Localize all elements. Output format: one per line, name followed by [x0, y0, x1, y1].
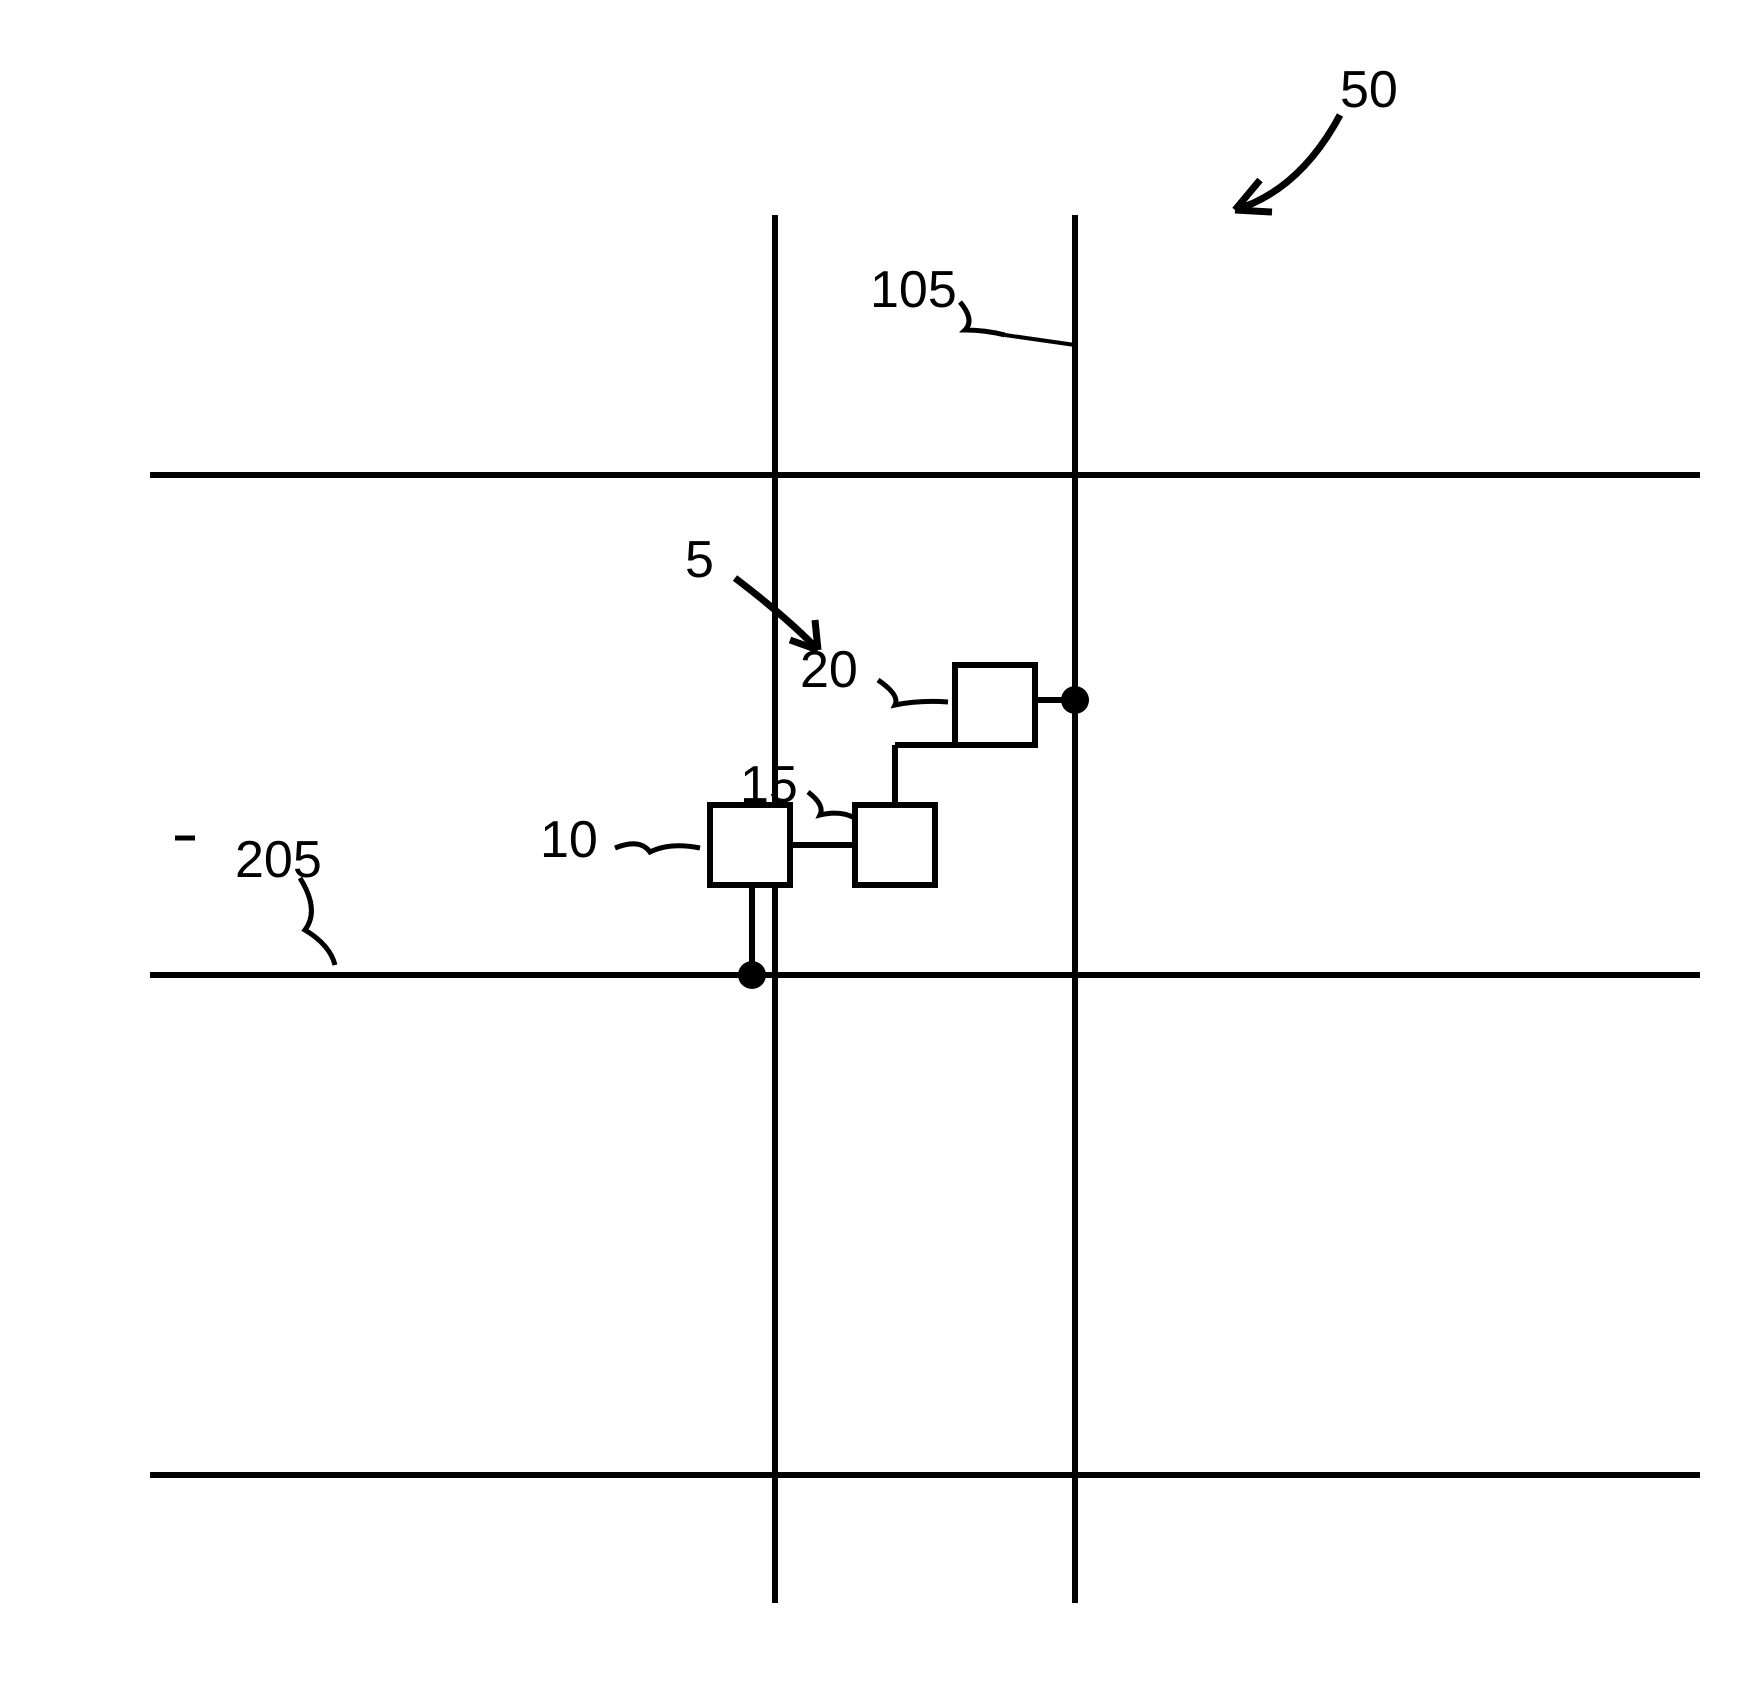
dot-right: [1061, 686, 1089, 714]
box-15: [855, 805, 935, 885]
leader-lines: [300, 115, 1340, 965]
label-10: 10: [540, 810, 598, 870]
box-10: [710, 805, 790, 885]
label-5: 5: [685, 530, 714, 590]
label-205: 205: [235, 830, 322, 890]
label-50: 50: [1340, 60, 1398, 120]
label-20: 20: [800, 640, 858, 700]
label-15: 15: [740, 755, 798, 815]
label-105: 105: [870, 260, 957, 320]
dot-bottom: [738, 961, 766, 989]
grid-lines: [150, 215, 1700, 1603]
box-20: [955, 665, 1035, 745]
